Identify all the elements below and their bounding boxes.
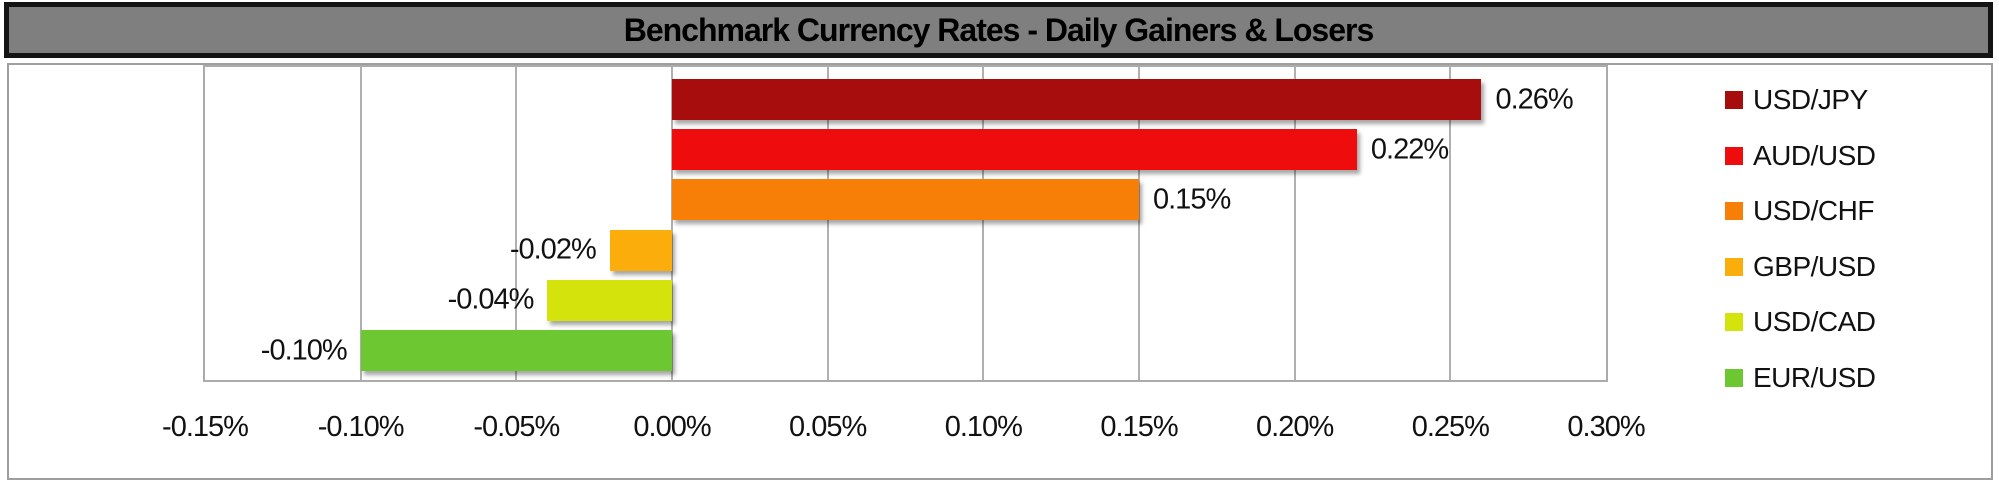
bar-value-label: -0.04%	[447, 283, 535, 316]
legend-swatch-icon	[1725, 313, 1743, 331]
x-axis-tick-label: 0.05%	[789, 411, 867, 443]
x-axis-tick-label: -0.05%	[473, 411, 560, 443]
legend-item-aud-usd[interactable]: AUD/USD	[1725, 139, 1876, 171]
legend-label: AUD/USD	[1753, 139, 1876, 171]
legend-swatch-icon	[1725, 146, 1743, 165]
x-axis-tick-label: -0.15%	[162, 411, 249, 443]
bar-value-label: 0.22%	[1370, 133, 1449, 166]
gridline	[359, 67, 362, 380]
gridline	[1449, 67, 1452, 380]
bar-value-label: 0.26%	[1495, 83, 1573, 115]
bar-usd-jpy[interactable]	[672, 79, 1482, 120]
legend-label: USD/CHF	[1753, 195, 1874, 226]
x-axis-tick-label: -0.10%	[317, 411, 405, 443]
gridline	[515, 67, 518, 380]
gridline	[826, 67, 829, 380]
legend-swatch-icon	[1725, 368, 1743, 387]
chart-title[interactable]: Benchmark Currency Rates - Daily Gainers…	[623, 11, 1375, 48]
x-axis-tick-label: 0.30%	[1567, 411, 1645, 443]
bar-value-label: 0.15%	[1153, 183, 1231, 216]
legend-swatch-icon	[1725, 257, 1743, 276]
legend: USD/JPY AUD/USD USD/CHF GBP/USD USD/CAD EUR/U…	[1725, 0, 1985, 440]
legend-item-usd-jpy[interactable]: USD/JPY	[1725, 84, 1868, 115]
gridline	[1138, 67, 1140, 380]
legend-item-eur-usd[interactable]: EUR/USD	[1725, 361, 1876, 393]
bar-value-label: -0.10%	[260, 334, 348, 366]
bar-eur-usd[interactable]	[360, 330, 672, 371]
bar-usd-cad[interactable]	[547, 279, 672, 321]
legend-label: GBP/USD	[1753, 250, 1876, 282]
x-axis-tick-label: 0.15%	[1100, 411, 1178, 443]
chart-title-bar: Benchmark Currency Rates - Daily Gainers…	[4, 2, 1993, 58]
legend-label: USD/JPY	[1753, 84, 1868, 115]
gridline	[982, 67, 985, 380]
bar-usd-chf[interactable]	[672, 179, 1139, 221]
x-axis-tick-label: 0.25%	[1411, 411, 1490, 443]
x-axis-tick-label: 0.20%	[1256, 411, 1334, 443]
x-axis-tick-label: 0.00%	[633, 411, 711, 443]
legend-item-gbp-usd[interactable]: GBP/USD	[1725, 250, 1876, 282]
legend-swatch-icon	[1725, 202, 1743, 220]
gridline	[1293, 67, 1296, 380]
legend-item-usd-cad[interactable]: USD/CAD	[1725, 306, 1876, 337]
gridline	[671, 67, 673, 380]
legend-label: USD/CAD	[1753, 306, 1876, 337]
legend-swatch-icon	[1725, 91, 1743, 109]
x-axis: -0.15% -0.10% -0.05% 0.00% 0.05% 0.10% 0.15% 0.…	[162, 411, 1646, 443]
x-axis-tick-label: 0.10%	[944, 411, 1023, 443]
plot-area: 0.26% 0.22% 0.15% -0.02% -0.04% -0.10%	[203, 65, 1608, 382]
bar-value-label: -0.02%	[509, 233, 597, 266]
bar-gbp-usd[interactable]	[609, 229, 672, 271]
bar-aud-usd[interactable]	[672, 129, 1357, 171]
legend-label: EUR/USD	[1753, 361, 1876, 393]
legend-item-usd-chf[interactable]: USD/CHF	[1725, 195, 1874, 226]
